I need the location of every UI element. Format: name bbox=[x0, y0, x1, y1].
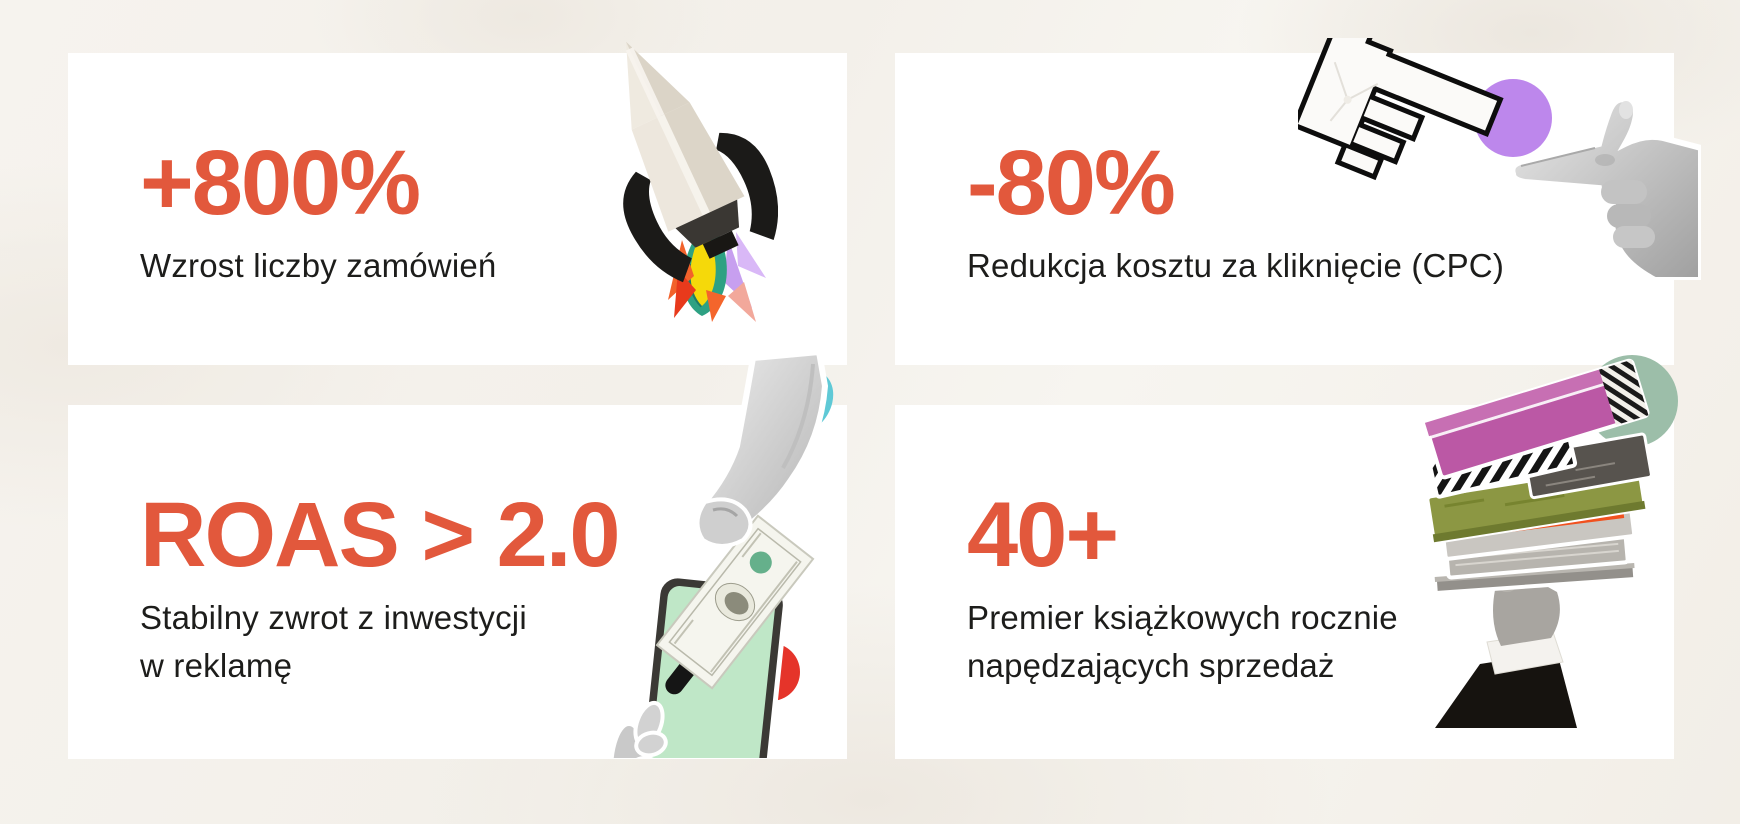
stat-card-cpc-reduction: -80% Redukcja kosztu za kliknięcie (CPC) bbox=[895, 53, 1674, 365]
stat-description: Wzrost liczby zamówień bbox=[140, 247, 497, 284]
stat-card-orders-growth: +800% Wzrost liczby zamówień bbox=[68, 53, 847, 365]
purple-circle bbox=[1474, 79, 1552, 157]
stat-description: Stabilny zwrot z inwestycji w reklamę bbox=[140, 599, 527, 684]
stat-value: +800% bbox=[140, 132, 421, 234]
stat-card-book-premieres: 40+ Premier książkowych rocznie napędzaj… bbox=[895, 405, 1674, 759]
stat-value: -80% bbox=[967, 132, 1176, 234]
stat-description: Redukcja kosztu za kliknięcie (CPC) bbox=[967, 247, 1505, 284]
stat-value: ROAS > 2.0 bbox=[140, 484, 621, 586]
stat-card-roas: ROAS > 2.0 Stabilny zwrot z inwestycji w… bbox=[68, 405, 847, 759]
stat-value: 40+ bbox=[967, 484, 1119, 586]
stat-description: Premier książkowych rocznie napędzającyc… bbox=[967, 599, 1398, 684]
